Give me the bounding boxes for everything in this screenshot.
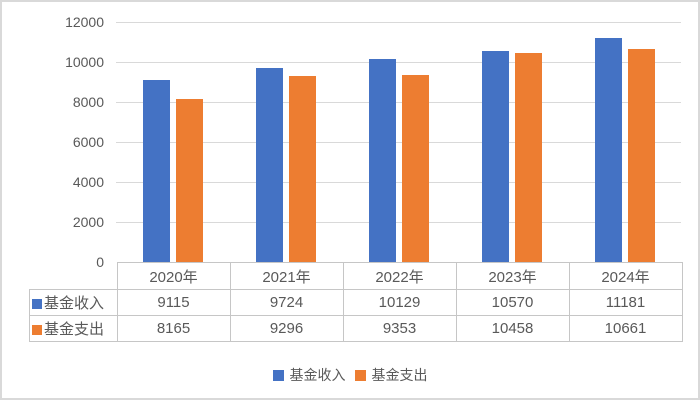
table-row: 基金收入 9115 9724 10129 10570 11181 [29, 289, 683, 316]
table-value-cell: 9296 [229, 315, 344, 342]
table-header-cell: 2024年 [568, 262, 683, 290]
y-tick-label: 6000 [72, 134, 104, 150]
bar-s0-c1 [256, 68, 283, 262]
series-name-label: 基金支出 [44, 321, 105, 338]
table-row-header: 基金收入 [29, 289, 118, 316]
gridline [116, 182, 681, 183]
series-name-label: 基金收入 [44, 295, 105, 312]
y-tick-label: 4000 [72, 174, 104, 190]
legend: 基金收入 基金支出 [2, 365, 698, 385]
table-value-cell: 11181 [568, 289, 683, 316]
legend-label: 基金收入 [289, 367, 346, 383]
gridline [116, 62, 681, 63]
table-header-cell: 2023年 [455, 262, 570, 290]
gridline [116, 142, 681, 143]
series-swatch-icon [32, 299, 42, 309]
legend-swatch-icon [272, 369, 284, 381]
table-row: 基金支出 8165 9296 9353 10458 10661 [29, 315, 683, 342]
y-tick-label: 8000 [72, 94, 104, 110]
table-corner-cell [30, 263, 118, 290]
bar-s1-c3 [515, 53, 542, 262]
bar-s1-c4 [628, 49, 655, 262]
data-table: 2020年 2021年 2022年 2023年 2024年基金收入 9115 9724 101… [29, 262, 683, 342]
bar-s0-c4 [595, 38, 622, 262]
table-header-cell: 2021年 [229, 262, 344, 290]
table-row-header: 基金支出 [29, 315, 118, 342]
bar-s0-c0 [143, 80, 170, 262]
table-header-row: 2020年 2021年 2022年 2023年 2024年 [30, 262, 683, 290]
table-value-cell: 10661 [568, 315, 683, 342]
legend-item: 基金支出 [354, 365, 428, 385]
y-tick-label: 12000 [65, 14, 104, 30]
table-value-cell: 8165 [116, 315, 231, 342]
series-swatch-icon [32, 325, 42, 335]
table-header-cell: 2020年 [116, 262, 231, 290]
table-value-cell: 10129 [342, 289, 457, 316]
table-value-cell: 10458 [455, 315, 570, 342]
bar-s1-c0 [176, 99, 203, 262]
table-value-cell: 9353 [342, 315, 457, 342]
y-tick-label: 2000 [72, 214, 104, 230]
gridline [116, 222, 681, 223]
y-tick-label: 10000 [65, 54, 104, 70]
table-value-cell: 9724 [229, 289, 344, 316]
table-value-cell: 10570 [455, 289, 570, 316]
bar-s0-c3 [482, 51, 509, 262]
gridline [116, 102, 681, 103]
y-tick-label: 0 [96, 254, 104, 270]
bar-s1-c1 [289, 76, 316, 262]
legend-item: 基金收入 [272, 365, 346, 385]
table-value-cell: 9115 [116, 289, 231, 316]
gridline [116, 22, 681, 23]
table-header-cell: 2022年 [342, 262, 457, 290]
bar-s1-c2 [402, 75, 429, 262]
legend-swatch-icon [354, 369, 366, 381]
bar-s0-c2 [369, 59, 396, 262]
legend-label: 基金支出 [371, 367, 428, 383]
